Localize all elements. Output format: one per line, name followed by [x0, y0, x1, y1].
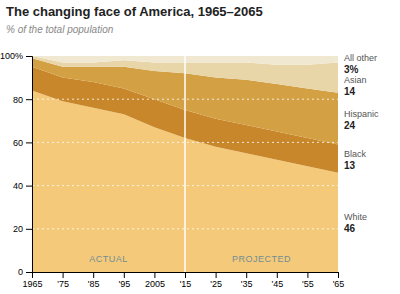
x-tick: 2005: [145, 272, 165, 289]
subtitle: % of the total population: [6, 24, 114, 35]
x-tick-mark: [246, 272, 247, 278]
y-tick-mark: [26, 272, 32, 273]
x-tick-mark: [154, 272, 155, 278]
x-tick: '25: [210, 272, 222, 289]
data-label: 14: [344, 86, 356, 97]
y-tick: 100%: [0, 51, 32, 61]
y-tick-mark: [26, 186, 32, 187]
y-tick-label: 60: [13, 138, 23, 148]
data-label: 3%: [344, 64, 359, 75]
series-name: Asian: [344, 75, 367, 85]
x-tick-label: '45: [271, 279, 283, 289]
y-tick-label: 0: [18, 267, 23, 277]
x-tick-mark: [307, 272, 308, 278]
annotation: PROJECTED: [232, 254, 291, 264]
x-tick-label: 2005: [145, 279, 165, 289]
y-axis: 0 20 40 60 80 100%: [0, 51, 33, 277]
y-tick: 60: [13, 138, 32, 148]
x-tick-mark: [216, 272, 217, 278]
y-tick-mark: [26, 56, 32, 57]
y-tick-label: 40: [13, 181, 23, 191]
end-labels: All other3%Asian14 Hispanic24 Black13 White…: [344, 53, 379, 234]
x-tick-label: '65: [333, 279, 345, 289]
y-tick-mark: [26, 99, 32, 100]
x-tick-label: '15: [180, 279, 192, 289]
end-label: White46: [344, 212, 367, 234]
x-tick-label: '95: [118, 279, 130, 289]
plot: ACTUAL PROJECTED 1965 '75 '85 '95 2005 '15 '25 '3…: [0, 51, 379, 289]
y-tick: 80: [13, 95, 32, 105]
y-tick-mark: [26, 142, 32, 143]
series-name: All other: [344, 53, 377, 63]
data-label: 46: [344, 223, 356, 234]
x-tick: '75: [57, 272, 69, 289]
y-tick: 0: [18, 267, 32, 277]
y-tick: 20: [13, 224, 32, 234]
end-label: All other3%: [344, 53, 377, 75]
annotation: ACTUAL: [89, 254, 128, 264]
x-tick: '65: [333, 272, 345, 289]
x-tick-mark: [124, 272, 125, 278]
chart: The changing face of America, 1965–2065%…: [0, 0, 400, 294]
x-tick-label: '75: [57, 279, 69, 289]
end-label: Asian14: [344, 75, 367, 97]
x-tick: '35: [241, 272, 253, 289]
y-tick-label: 100%: [0, 51, 23, 61]
y-tick-label: 20: [13, 224, 23, 234]
x-tick: '85: [88, 272, 100, 289]
series-name: Hispanic: [344, 109, 379, 119]
y-tick-mark: [26, 229, 32, 230]
x-tick-mark: [277, 272, 278, 278]
x-tick-mark: [63, 272, 64, 278]
x-tick-label: '85: [88, 279, 100, 289]
x-tick-label: 1965: [22, 279, 42, 289]
title: The changing face of America, 1965–2065: [6, 4, 263, 19]
x-tick: '15: [180, 272, 192, 289]
x-tick-mark: [93, 272, 94, 278]
x-tick-label: '55: [302, 279, 314, 289]
y-tick-label: 80: [13, 95, 23, 105]
y-axis-line: [26, 57, 33, 273]
x-axis: 1965 '75 '85 '95 2005 '15 '25 '35 '45 '55 '65: [22, 272, 344, 289]
end-label: Black13: [344, 149, 367, 171]
series-name: White: [344, 212, 367, 222]
x-tick: 1965: [22, 272, 42, 289]
data-label: 24: [344, 120, 356, 131]
x-axis-line: [33, 273, 339, 279]
marks: [32, 56, 338, 272]
end-label: Hispanic24: [344, 109, 379, 131]
x-tick-mark: [338, 272, 339, 278]
series-name: Black: [344, 149, 367, 159]
x-tick-label: '35: [241, 279, 253, 289]
x-tick-label: '25: [210, 279, 222, 289]
y-tick: 40: [13, 181, 32, 191]
x-tick: '45: [271, 272, 283, 289]
data-label: 13: [344, 160, 356, 171]
divider: [184, 56, 186, 272]
x-tick-mark: [185, 272, 186, 278]
x-tick: '55: [302, 272, 314, 289]
x-tick: '95: [118, 272, 130, 289]
